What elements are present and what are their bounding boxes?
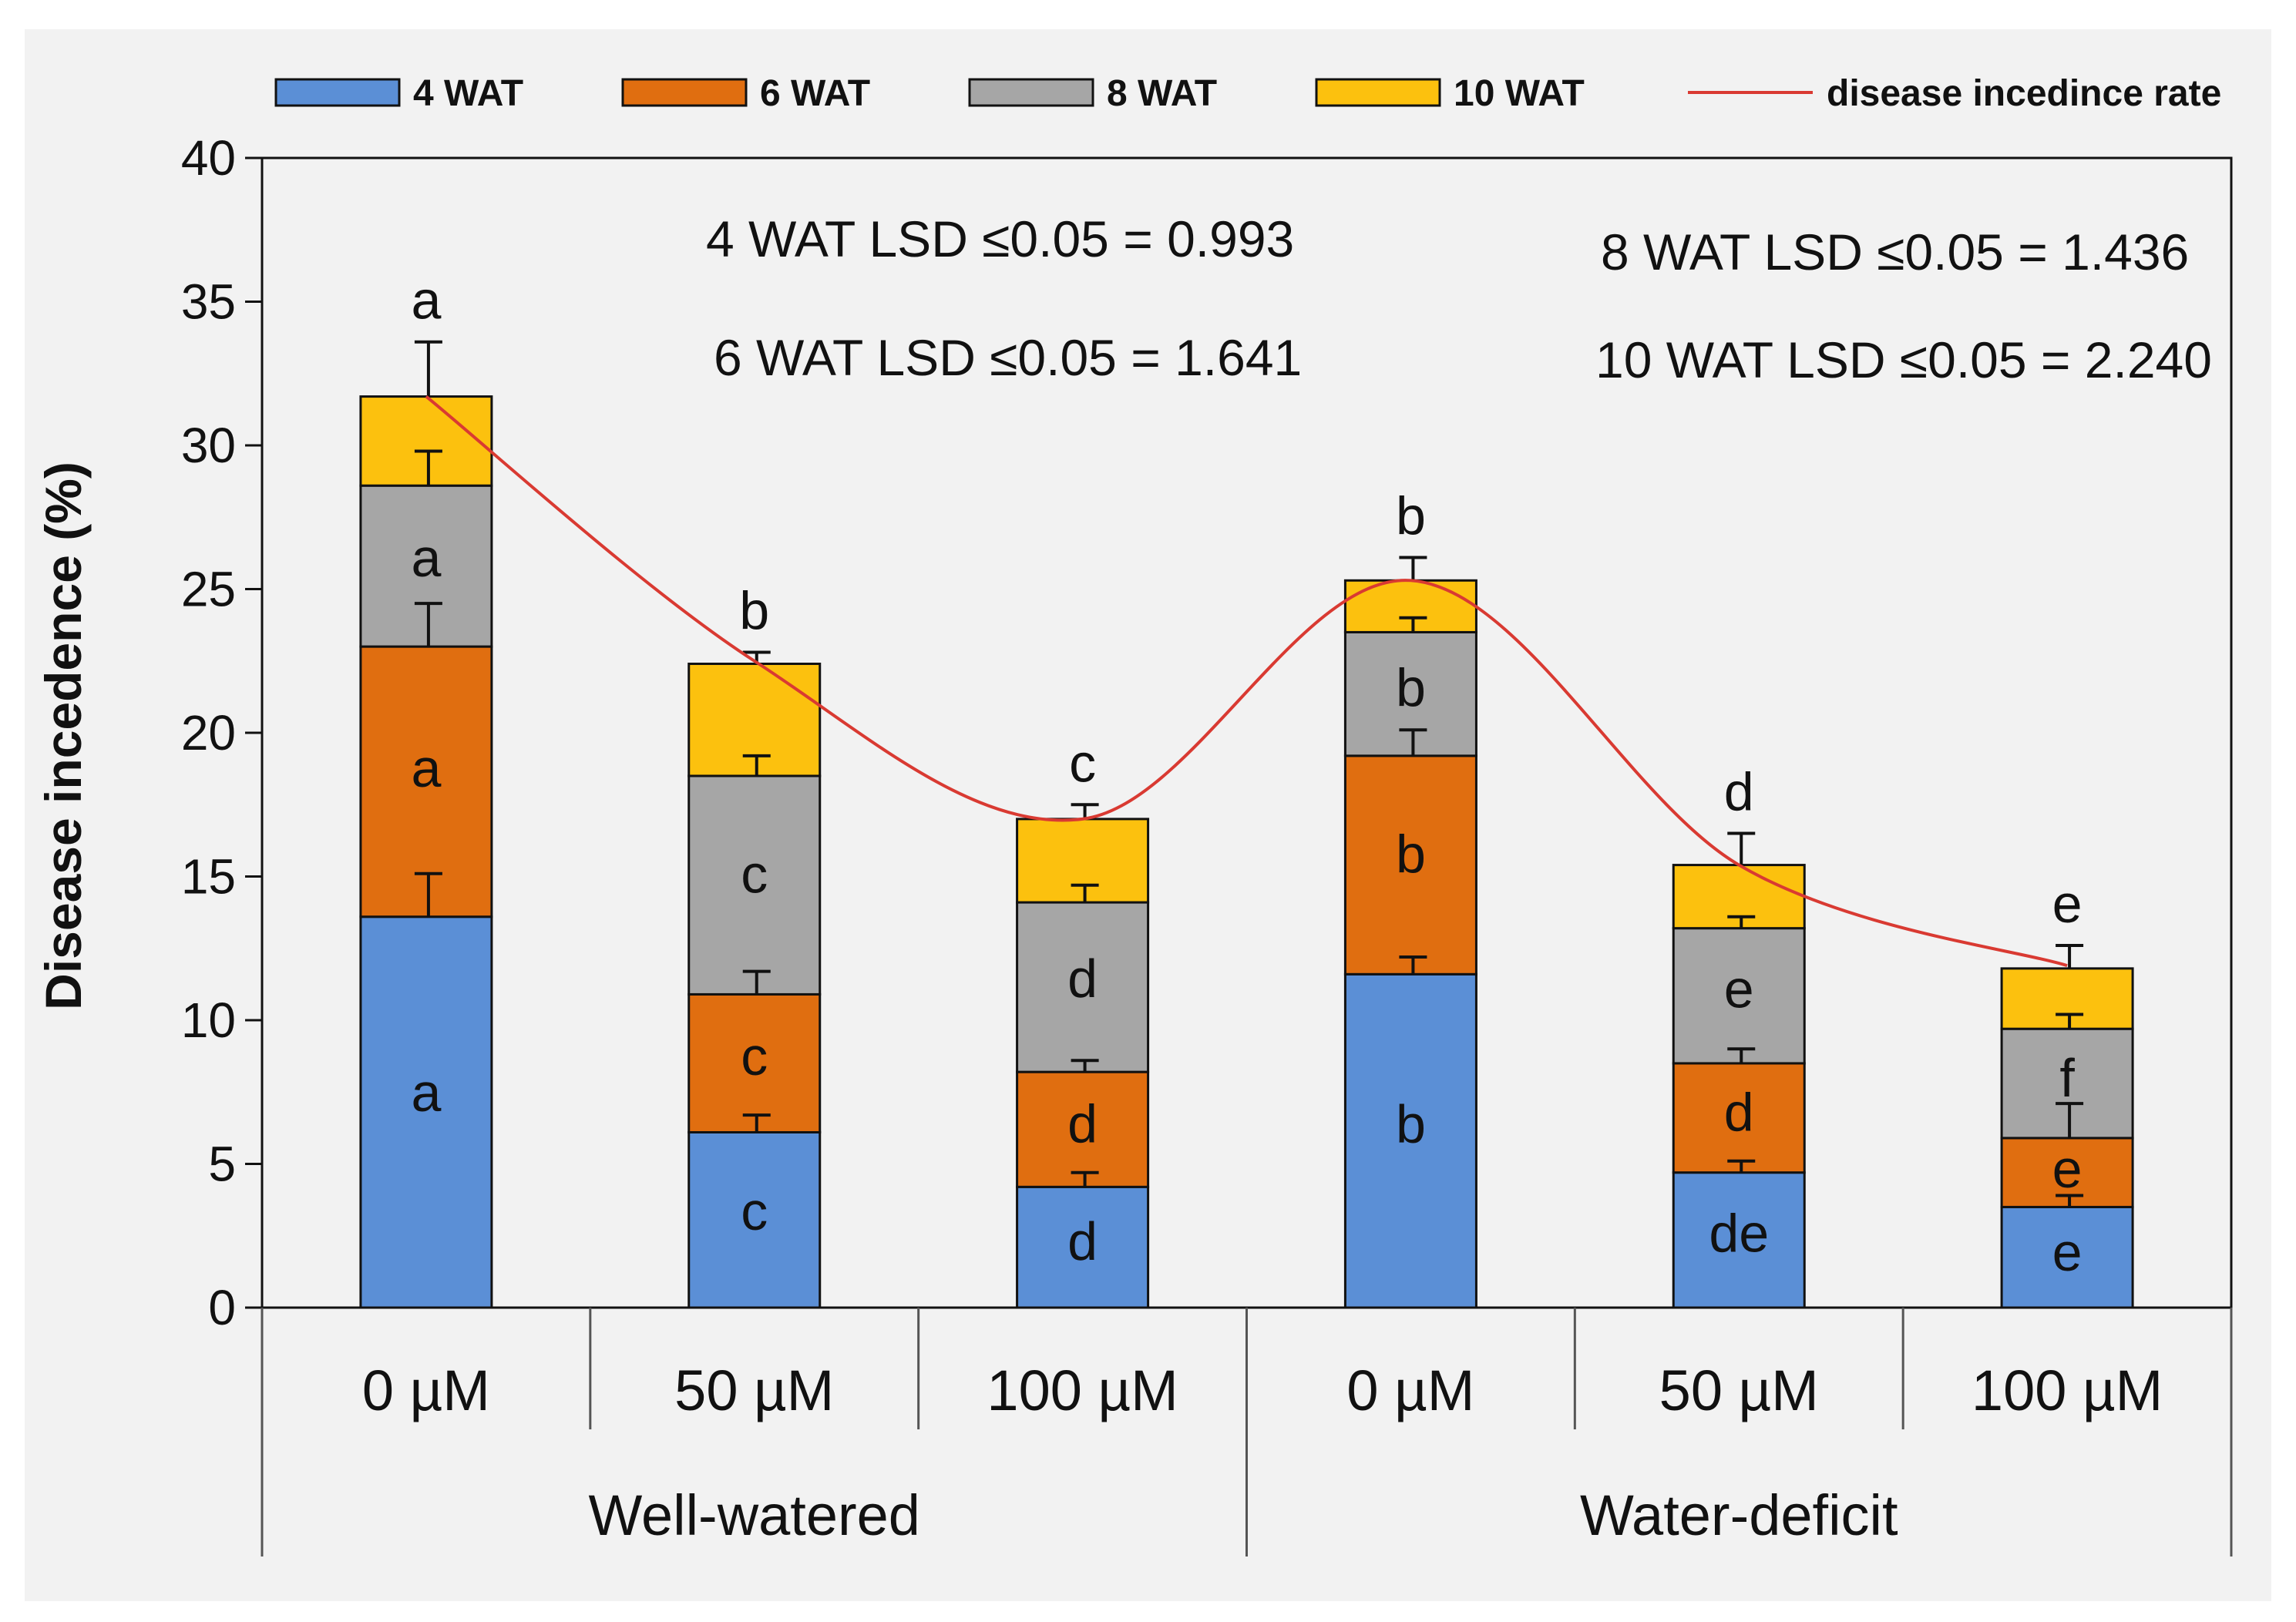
legend: 4 WAT 6 WAT 8 WAT 10 WAT disease incedince r… xyxy=(274,73,2221,114)
bar-segment xyxy=(1672,864,1806,930)
lsd-annotation-10wat: 10 WAT LSD ≤0.05 = 2.240 xyxy=(1595,331,2212,388)
significance-letter: b xyxy=(1396,485,1426,546)
bar-segment xyxy=(1016,901,1150,1073)
bar-segment xyxy=(1016,818,1150,904)
x-group-label: Water-deficit xyxy=(1580,1483,1898,1547)
legend-label: disease incedince rate xyxy=(1827,73,2221,114)
bar-segment xyxy=(1343,579,1477,633)
significance-letter: e xyxy=(2052,1222,2083,1282)
significance-letter: b xyxy=(1396,658,1426,718)
significance-letter: d xyxy=(1067,1093,1098,1154)
y-tick-label: 30 xyxy=(181,418,236,473)
bar-segment xyxy=(687,1130,822,1309)
significance-letter: d xyxy=(1067,949,1098,1009)
lsd-annotation-8wat: 8 WAT LSD ≤0.05 = 1.436 xyxy=(1601,223,2189,280)
significance-letter: a xyxy=(411,738,441,798)
bar-segment xyxy=(1672,1062,1806,1174)
y-tick-label: 0 xyxy=(208,1280,236,1335)
y-tick-label: 25 xyxy=(181,562,236,617)
x-group-label: Well-watered xyxy=(589,1483,920,1547)
significance-letter: a xyxy=(411,1063,441,1123)
y-tick-label: 40 xyxy=(181,130,236,186)
significance-letter: e xyxy=(2052,1139,2083,1199)
bar-segment xyxy=(1343,630,1477,757)
significance-letter: c xyxy=(741,1181,768,1241)
significance-letter: b xyxy=(739,581,769,641)
bar-segment xyxy=(2000,1027,2134,1140)
legend-swatch xyxy=(1315,78,1441,107)
significance-letter: d xyxy=(1724,762,1754,822)
legend-swatch xyxy=(274,78,401,107)
lsd-annotation-4wat: 4 WAT LSD ≤0.05 = 0.993 xyxy=(706,210,1294,267)
significance-letter: e xyxy=(1724,959,1754,1019)
bar-segment xyxy=(1016,1070,1150,1188)
y-tick-label: 10 xyxy=(181,992,236,1048)
significance-letter: e xyxy=(2052,874,2083,934)
y-tick-label: 15 xyxy=(181,849,236,905)
bar-segment xyxy=(1016,1185,1150,1309)
significance-letter: f xyxy=(2059,1048,2075,1108)
significance-letter: a xyxy=(411,270,441,331)
significance-letter: d xyxy=(1724,1083,1754,1143)
bar-segment xyxy=(359,395,493,487)
legend-swatch xyxy=(968,78,1094,107)
legend-label: 6 WAT xyxy=(760,73,870,114)
significance-letter: de xyxy=(1709,1204,1769,1264)
significance-letter: c xyxy=(741,845,768,905)
legend-label: 10 WAT xyxy=(1454,73,1585,114)
significance-letter: d xyxy=(1067,1211,1098,1271)
x-category-label: 100 µM xyxy=(1972,1358,2163,1422)
significance-letter: c xyxy=(1069,733,1096,793)
bar-segment xyxy=(1343,972,1477,1309)
significance-letter: b xyxy=(1396,824,1426,884)
y-tick-label: 35 xyxy=(181,274,236,330)
legend-label: 4 WAT xyxy=(413,73,523,114)
legend-label: 8 WAT xyxy=(1107,73,1217,114)
bar-segment xyxy=(359,915,493,1309)
significance-letter: a xyxy=(411,528,441,588)
disease-incidence-line xyxy=(425,395,2068,968)
bar-segment xyxy=(1672,1171,1806,1309)
bar-segment xyxy=(1672,927,1806,1065)
y-axis-title: Disease incedence (%) xyxy=(35,462,92,1010)
y-tick-label: 20 xyxy=(181,705,236,761)
bar-segment xyxy=(687,992,822,1133)
bar-segment xyxy=(687,662,822,777)
x-category-label: 50 µM xyxy=(1659,1358,1819,1422)
significance-letter: c xyxy=(741,1026,768,1086)
bar-segment xyxy=(2000,1205,2134,1309)
bar-segment xyxy=(359,484,493,648)
x-category-label: 0 µM xyxy=(362,1358,490,1422)
y-tick-label: 5 xyxy=(208,1137,236,1192)
legend-swatch xyxy=(621,78,748,107)
x-category-label: 50 µM xyxy=(674,1358,834,1422)
x-category-label: 0 µM xyxy=(1346,1358,1474,1422)
bar-segment xyxy=(687,774,822,996)
significance-letter: b xyxy=(1396,1094,1426,1154)
bar-segment xyxy=(2000,967,2134,1030)
lsd-annotation-6wat: 6 WAT LSD ≤0.05 = 1.641 xyxy=(714,329,1302,386)
x-category-label: 100 µM xyxy=(987,1358,1178,1422)
